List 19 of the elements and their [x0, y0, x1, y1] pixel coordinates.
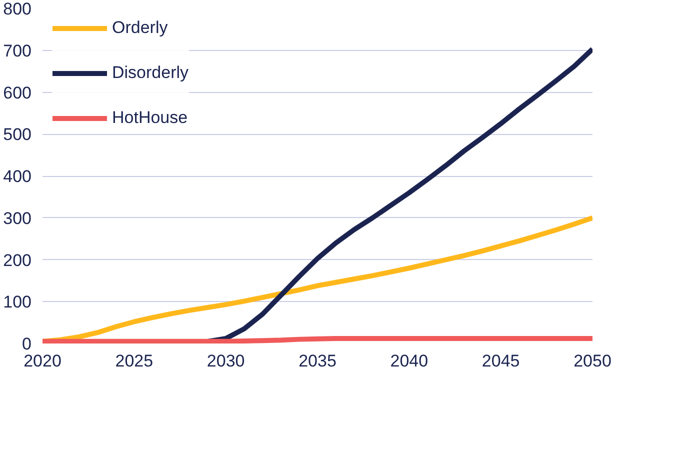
- y-tick-label: 100: [3, 292, 32, 312]
- legend-label: HotHouse: [112, 108, 188, 128]
- legend-label: Disorderly: [112, 63, 189, 83]
- y-tick-label: 600: [3, 83, 32, 102]
- x-tick-label: 2030: [206, 352, 245, 370]
- x-tick-label: 2025: [115, 352, 154, 370]
- legend-label: Orderly: [112, 18, 168, 38]
- y-tick-label: 300: [3, 208, 32, 228]
- x-tick-label: 2050: [574, 352, 612, 370]
- y-tick-label: 700: [3, 41, 32, 60]
- x-tick-label: 2020: [24, 352, 62, 370]
- y-tick-label: 500: [3, 125, 32, 144]
- x-tick-label: 2040: [390, 352, 428, 370]
- x-tick-label: 2035: [298, 352, 336, 370]
- y-tick-label: 0: [22, 334, 32, 354]
- y-tick-label: 400: [3, 167, 32, 186]
- x-tick-label: 2045: [482, 352, 520, 370]
- y-tick-label: 800: [3, 0, 32, 18]
- y-tick-label: 200: [3, 250, 32, 270]
